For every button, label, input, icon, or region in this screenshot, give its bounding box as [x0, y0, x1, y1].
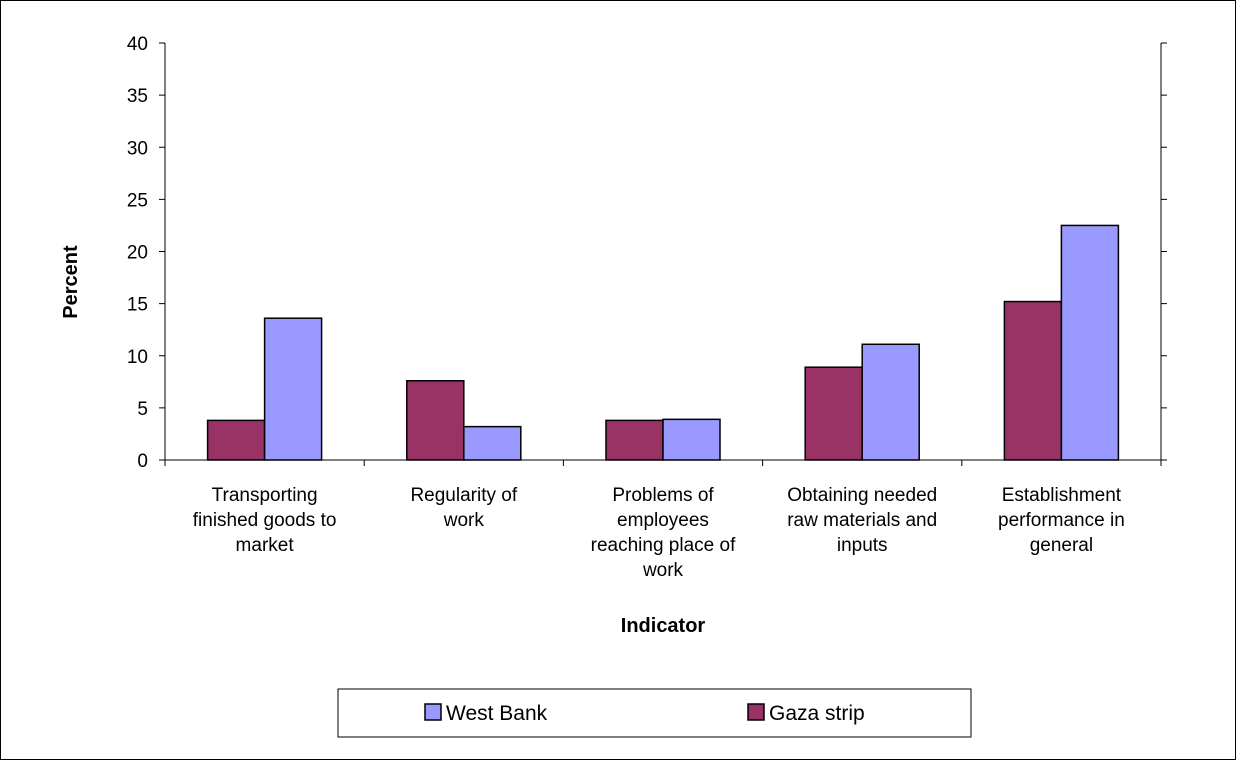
- y-tick-label: 40: [127, 34, 148, 55]
- x-tick-label: Problems of employees reaching place of wor…: [591, 485, 736, 581]
- legend-label-gaza-strip: Gaza strip: [769, 702, 865, 725]
- bar-gaza-strip: [804, 366, 863, 461]
- bar-gaza-strip: [605, 419, 664, 461]
- x-tick-label: Obtaining needed raw materials and inputs: [787, 485, 937, 556]
- bar-gaza-strip: [406, 380, 465, 461]
- y-tick-label: 10: [127, 347, 148, 368]
- bar-west-bank: [662, 418, 721, 461]
- bar-west-bank: [1060, 224, 1120, 461]
- bar-gaza-strip: [1003, 300, 1063, 461]
- bar-west-bank: [263, 317, 323, 461]
- legend-swatch-gaza-strip: [747, 703, 765, 721]
- y-tick-label: 5: [137, 399, 148, 420]
- y-tick-label: 35: [127, 86, 148, 107]
- x-tick-label: Transporting finished goods to market: [193, 485, 337, 556]
- y-tick-label: 0: [137, 451, 148, 472]
- legend-box: [337, 688, 972, 738]
- y-tick-label: 15: [127, 295, 148, 316]
- y-tick-label: 25: [127, 190, 148, 211]
- y-axis-title: Percent: [60, 245, 82, 319]
- x-axis-title: Indicator: [621, 615, 706, 637]
- bar-west-bank: [463, 425, 522, 461]
- bar-west-bank: [861, 343, 920, 461]
- bar-gaza-strip: [206, 419, 266, 461]
- y-tick-label: 20: [127, 243, 148, 264]
- legend-swatch-west-bank: [424, 703, 442, 721]
- legend-label-west-bank: West Bank: [446, 702, 548, 725]
- x-tick-label: Establishment performance in general: [998, 485, 1125, 556]
- legend: West Bank Gaza strip: [337, 688, 972, 738]
- y-tick-label: 30: [127, 138, 148, 159]
- x-tick-label: Regularity of work: [410, 485, 517, 531]
